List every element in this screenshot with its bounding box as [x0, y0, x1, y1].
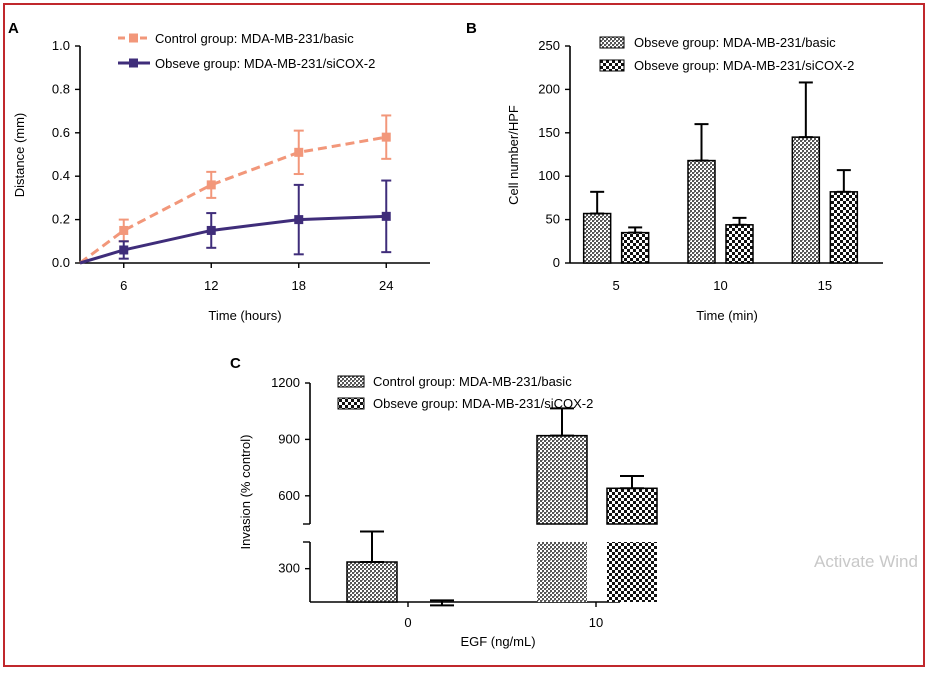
panel-a-x-tick-label: 18	[292, 278, 306, 293]
panel-label-a: A	[8, 20, 19, 37]
panel-a-series-line-2	[79, 214, 387, 265]
panel-a-x-tick-label: 6	[120, 278, 127, 293]
panel-a-legend-marker-1	[129, 33, 138, 43]
panel-a-y-tick-label: 1.0	[52, 38, 70, 53]
panel-a-legend-label-1: Control group: MDA-MB-231/basic	[155, 31, 354, 46]
panel-c-x-tick-label: 0	[404, 615, 411, 630]
panel-b-legend-swatch-2	[599, 59, 625, 72]
panel-a-x-tick-label: 12	[204, 278, 218, 293]
panel-a-y-tick-label: 0.0	[52, 255, 70, 270]
panel-a-series-line-1	[79, 135, 387, 265]
panel-a-legend-label-2: Obseve group: MDA-MB-231/siCOX-2	[155, 56, 375, 71]
panel-a-data-point-1	[294, 147, 304, 157]
panel-a-line-chart: A Distance (mm) Time (hours) 0.0 0.2 0.4 0.…	[8, 20, 430, 323]
panel-c-bar-upper-2	[606, 487, 658, 525]
panel-c-bar-lower-2	[607, 542, 657, 602]
panel-a-data-point-2	[119, 245, 129, 255]
panel-c-legend-swatch-2	[337, 397, 365, 410]
figure-border	[3, 3, 925, 667]
panel-b-y-tick-label: 150	[538, 125, 560, 140]
panel-a-data-point-1	[119, 225, 129, 235]
panel-c-bar-upper-1	[536, 434, 588, 525]
panel-a-legend-marker-2	[129, 58, 138, 68]
panel-a-y-axis-label: Distance (mm)	[12, 113, 27, 198]
panel-b-legend-label-1: Obseve group: MDA-MB-231/basic	[634, 35, 836, 50]
panel-a-y-tick-label: 0.8	[52, 81, 70, 96]
panel-b-x-axis-label: Time (min)	[696, 308, 758, 323]
panel-b-y-tick-label: 0	[553, 255, 560, 270]
panel-c-y-tick-label: 300	[278, 561, 300, 576]
panel-b-legend-swatch-1	[599, 36, 625, 49]
panel-b-bar-1	[687, 159, 716, 264]
panel-c-bar-1	[346, 561, 398, 603]
panel-b-y-tick-label: 100	[538, 168, 560, 183]
panel-b-bar-1	[791, 136, 821, 264]
panel-c-legend-label-1: Control group: MDA-MB-231/basic	[373, 374, 572, 389]
panel-b-x-tick-label: 15	[818, 278, 832, 293]
panel-b-y-tick-label: 50	[546, 212, 560, 227]
panel-a-y-tick-label: 0.6	[52, 125, 70, 140]
panel-b-bar-2	[725, 224, 754, 264]
panel-c-y-axis-label: Invasion (% control)	[238, 435, 253, 550]
panel-c-y-tick-label: 600	[278, 488, 300, 503]
panel-c-y-tick-label: 900	[278, 431, 300, 446]
panel-c-y-tick-label: 1200	[271, 375, 300, 390]
panel-c-x-axis-label: EGF (ng/mL)	[460, 634, 535, 649]
panel-c-x-tick-label: 10	[589, 615, 603, 630]
panel-b-bar-chart: B Cell number/HPF Time (min) 0 50 100 150 20…	[466, 20, 883, 323]
panel-c-bar-lower-1	[537, 542, 587, 602]
panel-b-y-axis-label: Cell number/HPF	[506, 105, 521, 205]
panel-c-bar-chart: C Invasion (% control) EGF (ng/mL) 300 60…	[230, 355, 658, 649]
panel-a-data-point-2	[294, 215, 304, 225]
panel-b-x-tick-label: 10	[713, 278, 727, 293]
panel-a-data-point-1	[381, 132, 391, 142]
panel-c-legend-label-2: Obseve group: MDA-MB-231/siCOX-2	[373, 396, 593, 411]
panel-label-c: C	[230, 355, 241, 372]
panel-b-legend-label-2: Obseve group: MDA-MB-231/siCOX-2	[634, 58, 854, 73]
panel-a-y-tick-label: 0.4	[52, 168, 70, 183]
panel-b-x-tick-label: 5	[613, 278, 620, 293]
panel-a-data-point-2	[381, 211, 391, 221]
panel-a-data-point-1	[206, 180, 216, 190]
panel-a-x-tick-label: 24	[379, 278, 393, 293]
panel-c-legend-swatch-1	[337, 375, 365, 388]
panel-b-bar-2	[620, 231, 650, 264]
panel-a-x-axis-label: Time (hours)	[208, 308, 281, 323]
panel-a-y-tick-label: 0.2	[52, 212, 70, 227]
panel-b-bar-1	[582, 212, 612, 264]
activation-watermark: Activate Windows	[814, 552, 918, 571]
panel-a-data-point-2	[206, 225, 216, 235]
panel-label-b: B	[466, 20, 477, 37]
panel-b-bar-2	[829, 191, 859, 264]
panel-b-y-tick-label: 250	[538, 38, 560, 53]
panel-b-y-tick-label: 200	[538, 81, 560, 96]
